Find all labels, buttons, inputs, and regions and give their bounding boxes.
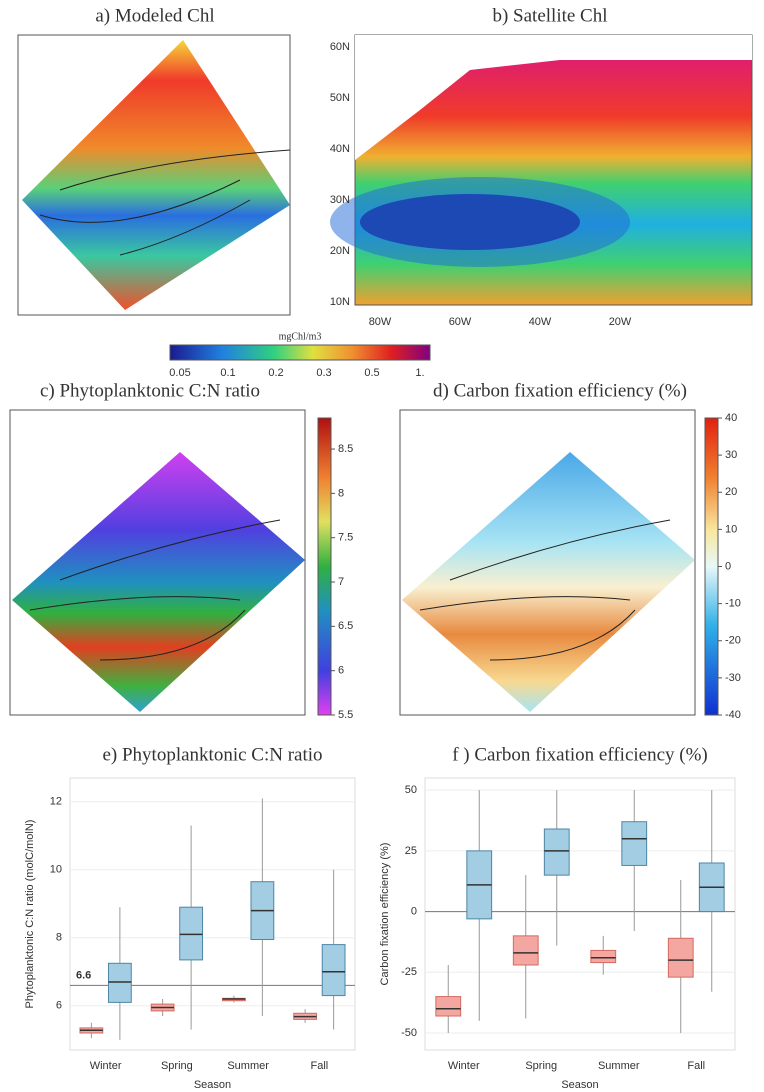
x-axis-label: Season <box>194 1079 231 1091</box>
lat-label: 50N <box>330 92 350 104</box>
box <box>590 949 617 964</box>
colorbar-tick-label: 20 <box>725 486 737 498</box>
colorbar-tick-label: 1. <box>415 367 424 379</box>
box <box>512 935 539 966</box>
colorbar-tick-label: 0.2 <box>268 367 283 379</box>
colorbar-tick-label: 0.1 <box>220 367 235 379</box>
lon-label: 60W <box>449 316 472 328</box>
plot-frame <box>69 777 356 1051</box>
colorbar-tick-label: 0.3 <box>316 367 331 379</box>
colorbar-tick-label: 6 <box>338 665 344 677</box>
colorbar-tick-label: 0 <box>725 560 731 572</box>
lon-label: 20W <box>609 316 632 328</box>
lon-label: 40W <box>529 316 552 328</box>
map-field <box>12 452 305 712</box>
box <box>667 937 694 978</box>
x-tick-label: Fall <box>687 1060 705 1072</box>
map-field <box>22 40 290 310</box>
colorbar-tick-label: 0.5 <box>364 367 379 379</box>
y-axis-label: Carbon fixation efficiency (%) <box>379 843 391 986</box>
colorbar <box>317 417 332 716</box>
y-tick-label: 50 <box>405 784 417 796</box>
y-tick-label: -25 <box>401 966 417 978</box>
colorbar-tick-label: 0.05 <box>169 367 190 379</box>
lat-label: 30N <box>330 194 350 206</box>
colorbar-tick-label: -30 <box>725 672 741 684</box>
x-tick-label: Summer <box>227 1060 269 1072</box>
lon-label: 80W <box>369 316 392 328</box>
y-tick-label: 0 <box>411 905 417 917</box>
contour <box>39 149 291 256</box>
colorbar-tick-label: -20 <box>725 635 741 647</box>
contour <box>419 519 671 661</box>
reference-label: 6.6 <box>76 969 91 981</box>
chart-title: e) Phytoplanktonic C:N ratio <box>102 744 322 765</box>
colorbar-tick-label: 7 <box>338 576 344 588</box>
y-tick-label: 12 <box>50 796 62 808</box>
land <box>355 35 752 160</box>
x-axis-label: Season <box>561 1079 598 1091</box>
x-tick-label: Spring <box>161 1060 193 1072</box>
colorbar-tick-label: -40 <box>725 709 741 721</box>
x-tick-label: Fall <box>311 1060 329 1072</box>
x-tick-label: Spring <box>525 1060 557 1072</box>
colorbar-tick-label: 6.5 <box>338 620 353 632</box>
box <box>179 906 204 961</box>
colorbar-tick-label: 10 <box>725 523 737 535</box>
box <box>621 821 648 866</box>
colorbar <box>169 344 431 361</box>
panel-title: c) Phytoplanktonic C:N ratio <box>40 380 260 401</box>
y-tick-label: 8 <box>56 932 62 944</box>
x-tick-label: Winter <box>90 1060 122 1072</box>
chart-title: f ) Carbon fixation efficiency (%) <box>452 744 708 765</box>
lat-label: 40N <box>330 143 350 155</box>
panel-title: a) Modeled Chl <box>95 5 214 26</box>
y-tick-label: 6 <box>56 1000 62 1012</box>
lat-label: 20N <box>330 245 350 257</box>
contour <box>29 519 281 661</box>
colorbar-tick-label: -10 <box>725 598 741 610</box>
colorbar-label: mgChl/m3 <box>279 331 322 342</box>
colorbar-tick-label: 30 <box>725 449 737 461</box>
box <box>107 962 132 1003</box>
colorbar <box>704 417 719 716</box>
lat-label: 10N <box>330 296 350 308</box>
y-axis-label: Phytoplanktonic C:N ratio (molC/molN) <box>24 820 36 1009</box>
colorbar-tick-label: 8.5 <box>338 443 353 455</box>
panel-title: d) Carbon fixation efficiency (%) <box>433 380 687 401</box>
map-field <box>330 177 630 267</box>
colorbar-tick-label: 7.5 <box>338 532 353 544</box>
map-field <box>402 452 695 712</box>
box <box>543 828 570 876</box>
box <box>435 996 462 1017</box>
panel-title: b) Satellite Chl <box>492 5 607 26</box>
y-tick-label: 25 <box>405 845 417 857</box>
x-tick-label: Summer <box>598 1060 640 1072</box>
colorbar-tick-label: 40 <box>725 412 737 424</box>
box <box>321 944 346 997</box>
y-tick-label: -50 <box>401 1027 417 1039</box>
colorbar-tick-label: 8 <box>338 487 344 499</box>
colorbar-tick-label: 5.5 <box>338 709 353 721</box>
y-tick-label: 10 <box>50 864 62 876</box>
x-tick-label: Winter <box>448 1060 480 1072</box>
lat-label: 60N <box>330 41 350 53</box>
